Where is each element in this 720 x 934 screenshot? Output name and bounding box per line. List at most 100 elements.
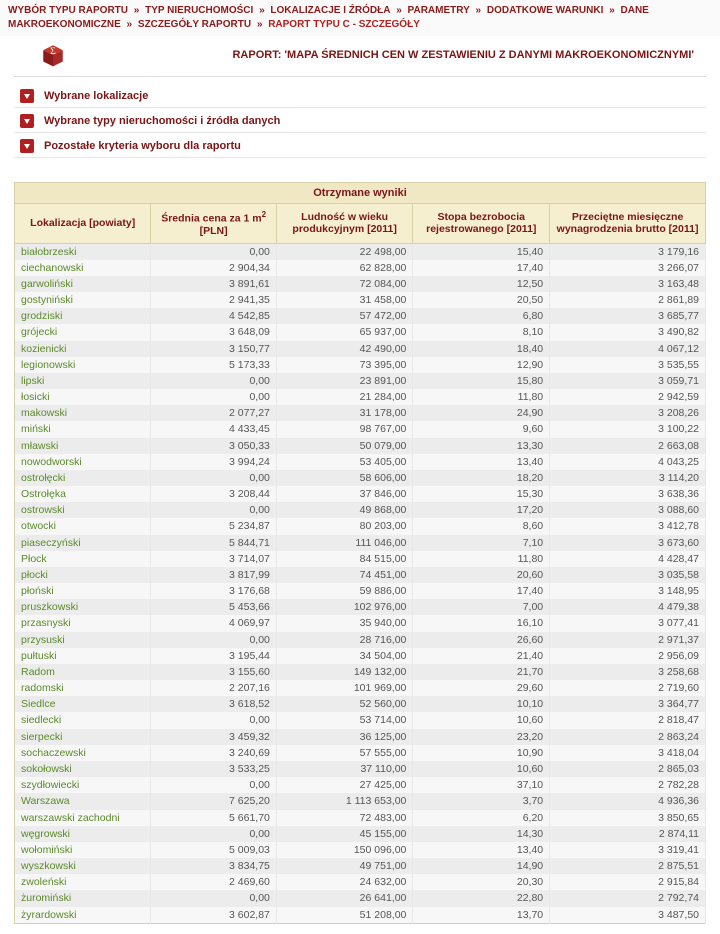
cell-value: 7,00 — [413, 599, 550, 615]
cell-value: 2 875,51 — [550, 858, 706, 874]
cell-location: Warszawa — [15, 793, 151, 809]
cell-location: zwoleński — [15, 874, 151, 890]
cell-value: 15,30 — [413, 486, 550, 502]
report-header: Σ RAPORT: 'MAPA ŚREDNICH CEN W ZESTAWIEN… — [14, 36, 706, 77]
svg-text:Σ: Σ — [50, 46, 56, 57]
cell-value: 10,60 — [413, 712, 550, 728]
cell-value: 149 132,00 — [276, 664, 413, 680]
cell-location: piaseczyński — [15, 535, 151, 551]
cell-value: 10,90 — [413, 745, 550, 761]
cell-value: 2 874,11 — [550, 826, 706, 842]
cell-value: 3 714,07 — [151, 551, 277, 567]
cell-value: 14,30 — [413, 826, 550, 842]
cell-location: sierpecki — [15, 729, 151, 745]
breadcrumb-item[interactable]: LOKALIZACJE I ŹRÓDŁA — [270, 5, 390, 16]
column-header: Przeciętne miesięczne wynagrodzenia brut… — [550, 204, 706, 244]
cell-location: ciechanowski — [15, 260, 151, 276]
breadcrumb-item[interactable]: DODATKOWE WARUNKI — [487, 5, 603, 16]
cell-value: 21,40 — [413, 648, 550, 664]
table-row: żyrardowski3 602,8751 208,0013,703 487,5… — [15, 907, 706, 924]
table-row: zwoleński2 469,6024 632,0020,302 915,84 — [15, 874, 706, 890]
table-row: wołomiński5 009,03150 096,0013,403 319,4… — [15, 842, 706, 858]
breadcrumb-separator: » — [473, 5, 484, 16]
table-row: lipski0,0023 891,0015,803 059,71 — [15, 373, 706, 389]
cell-location: płoński — [15, 583, 151, 599]
cell-value: 4 936,36 — [550, 793, 706, 809]
cell-value: 0,00 — [151, 389, 277, 405]
cell-value: 2 941,35 — [151, 292, 277, 308]
cell-location: otwocki — [15, 518, 151, 534]
cell-value: 20,60 — [413, 567, 550, 583]
cell-location: grójecki — [15, 324, 151, 340]
cell-value: 52 560,00 — [276, 696, 413, 712]
column-header: Ludność w wieku produkcyjnym [2011] — [276, 204, 413, 244]
cell-value: 3 535,55 — [550, 357, 706, 373]
cell-location: miński — [15, 421, 151, 437]
cell-value: 37 110,00 — [276, 761, 413, 777]
table-row: gostyniński2 941,3531 458,0020,502 861,8… — [15, 292, 706, 308]
collapsible-panel[interactable]: Wybrane typy nieruchomości i źródła dany… — [14, 110, 706, 133]
cell-value: 3 648,09 — [151, 324, 277, 340]
column-header: Stopa bezrobocia rejestrowanego [2011] — [413, 204, 550, 244]
table-row: mławski3 050,3350 079,0013,302 663,08 — [15, 438, 706, 454]
cell-value: 3 258,68 — [550, 664, 706, 680]
table-row: pułtuski3 195,4434 504,0021,402 956,09 — [15, 648, 706, 664]
breadcrumb-item[interactable]: SZCZEGÓŁY RAPORTU — [138, 19, 251, 30]
breadcrumb-item[interactable]: PARAMETRY — [408, 5, 470, 16]
collapsible-panel[interactable]: Pozostałe kryteria wyboru dla raportu — [14, 135, 706, 158]
expand-icon[interactable] — [20, 114, 34, 128]
cell-value: 28 716,00 — [276, 632, 413, 648]
cell-location: grodziski — [15, 308, 151, 324]
cell-value: 2 971,37 — [550, 632, 706, 648]
cell-value: 3 266,07 — [550, 260, 706, 276]
collapsible-panel[interactable]: Wybrane lokalizacje — [14, 85, 706, 108]
cell-value: 3 487,50 — [550, 907, 706, 924]
cell-value: 2 904,34 — [151, 260, 277, 276]
results-table: Otrzymane wyniki Lokalizacja [powiaty]Śr… — [14, 182, 706, 924]
cell-value: 4 428,47 — [550, 551, 706, 567]
cell-value: 57 472,00 — [276, 308, 413, 324]
cell-value: 8,60 — [413, 518, 550, 534]
expand-icon[interactable] — [20, 139, 34, 153]
cell-location: łosicki — [15, 389, 151, 405]
table-row: kozienicki3 150,7742 490,0018,404 067,12 — [15, 341, 706, 357]
breadcrumb-item[interactable]: TYP NIERUCHOMOŚCI — [145, 5, 253, 16]
breadcrumb-item[interactable]: WYBÓR TYPU RAPORTU — [8, 5, 128, 16]
cell-value: 23 891,00 — [276, 373, 413, 389]
cell-value: 18,40 — [413, 341, 550, 357]
breadcrumb: WYBÓR TYPU RAPORTU » TYP NIERUCHOMOŚCI »… — [0, 0, 720, 36]
cell-location: siedlecki — [15, 712, 151, 728]
cell-location: Płock — [15, 551, 151, 567]
cell-value: 21,70 — [413, 664, 550, 680]
cell-location: żuromiński — [15, 890, 151, 906]
cell-value: 3 179,16 — [550, 243, 706, 260]
cell-value: 17,20 — [413, 502, 550, 518]
cell-value: 37,10 — [413, 777, 550, 793]
cell-value: 3 208,26 — [550, 405, 706, 421]
cell-value: 58 606,00 — [276, 470, 413, 486]
table-row: sierpecki3 459,3236 125,0023,202 863,24 — [15, 729, 706, 745]
table-row: Siedlce3 618,5252 560,0010,103 364,77 — [15, 696, 706, 712]
table-row: Płock3 714,0784 515,0011,804 428,47 — [15, 551, 706, 567]
cell-value: 53 714,00 — [276, 712, 413, 728]
expand-icon[interactable] — [20, 89, 34, 103]
cell-value: 3 994,24 — [151, 454, 277, 470]
cell-value: 3 100,22 — [550, 421, 706, 437]
panel-label: Pozostałe kryteria wyboru dla raportu — [44, 140, 241, 152]
cell-value: 59 886,00 — [276, 583, 413, 599]
cell-value: 17,40 — [413, 260, 550, 276]
table-row: miński4 433,4598 767,009,603 100,22 — [15, 421, 706, 437]
cell-value: 11,80 — [413, 551, 550, 567]
cell-value: 3 685,77 — [550, 308, 706, 324]
cell-location: radomski — [15, 680, 151, 696]
cell-value: 1 113 653,00 — [276, 793, 413, 809]
cell-value: 3 208,44 — [151, 486, 277, 502]
cell-value: 12,90 — [413, 357, 550, 373]
cell-value: 4 043,25 — [550, 454, 706, 470]
cell-value: 22 498,00 — [276, 243, 413, 260]
cell-value: 15,80 — [413, 373, 550, 389]
cell-location: garwoliński — [15, 276, 151, 292]
table-row: ostrołęcki0,0058 606,0018,203 114,20 — [15, 470, 706, 486]
cell-location: szydłowiecki — [15, 777, 151, 793]
cell-value: 13,40 — [413, 454, 550, 470]
